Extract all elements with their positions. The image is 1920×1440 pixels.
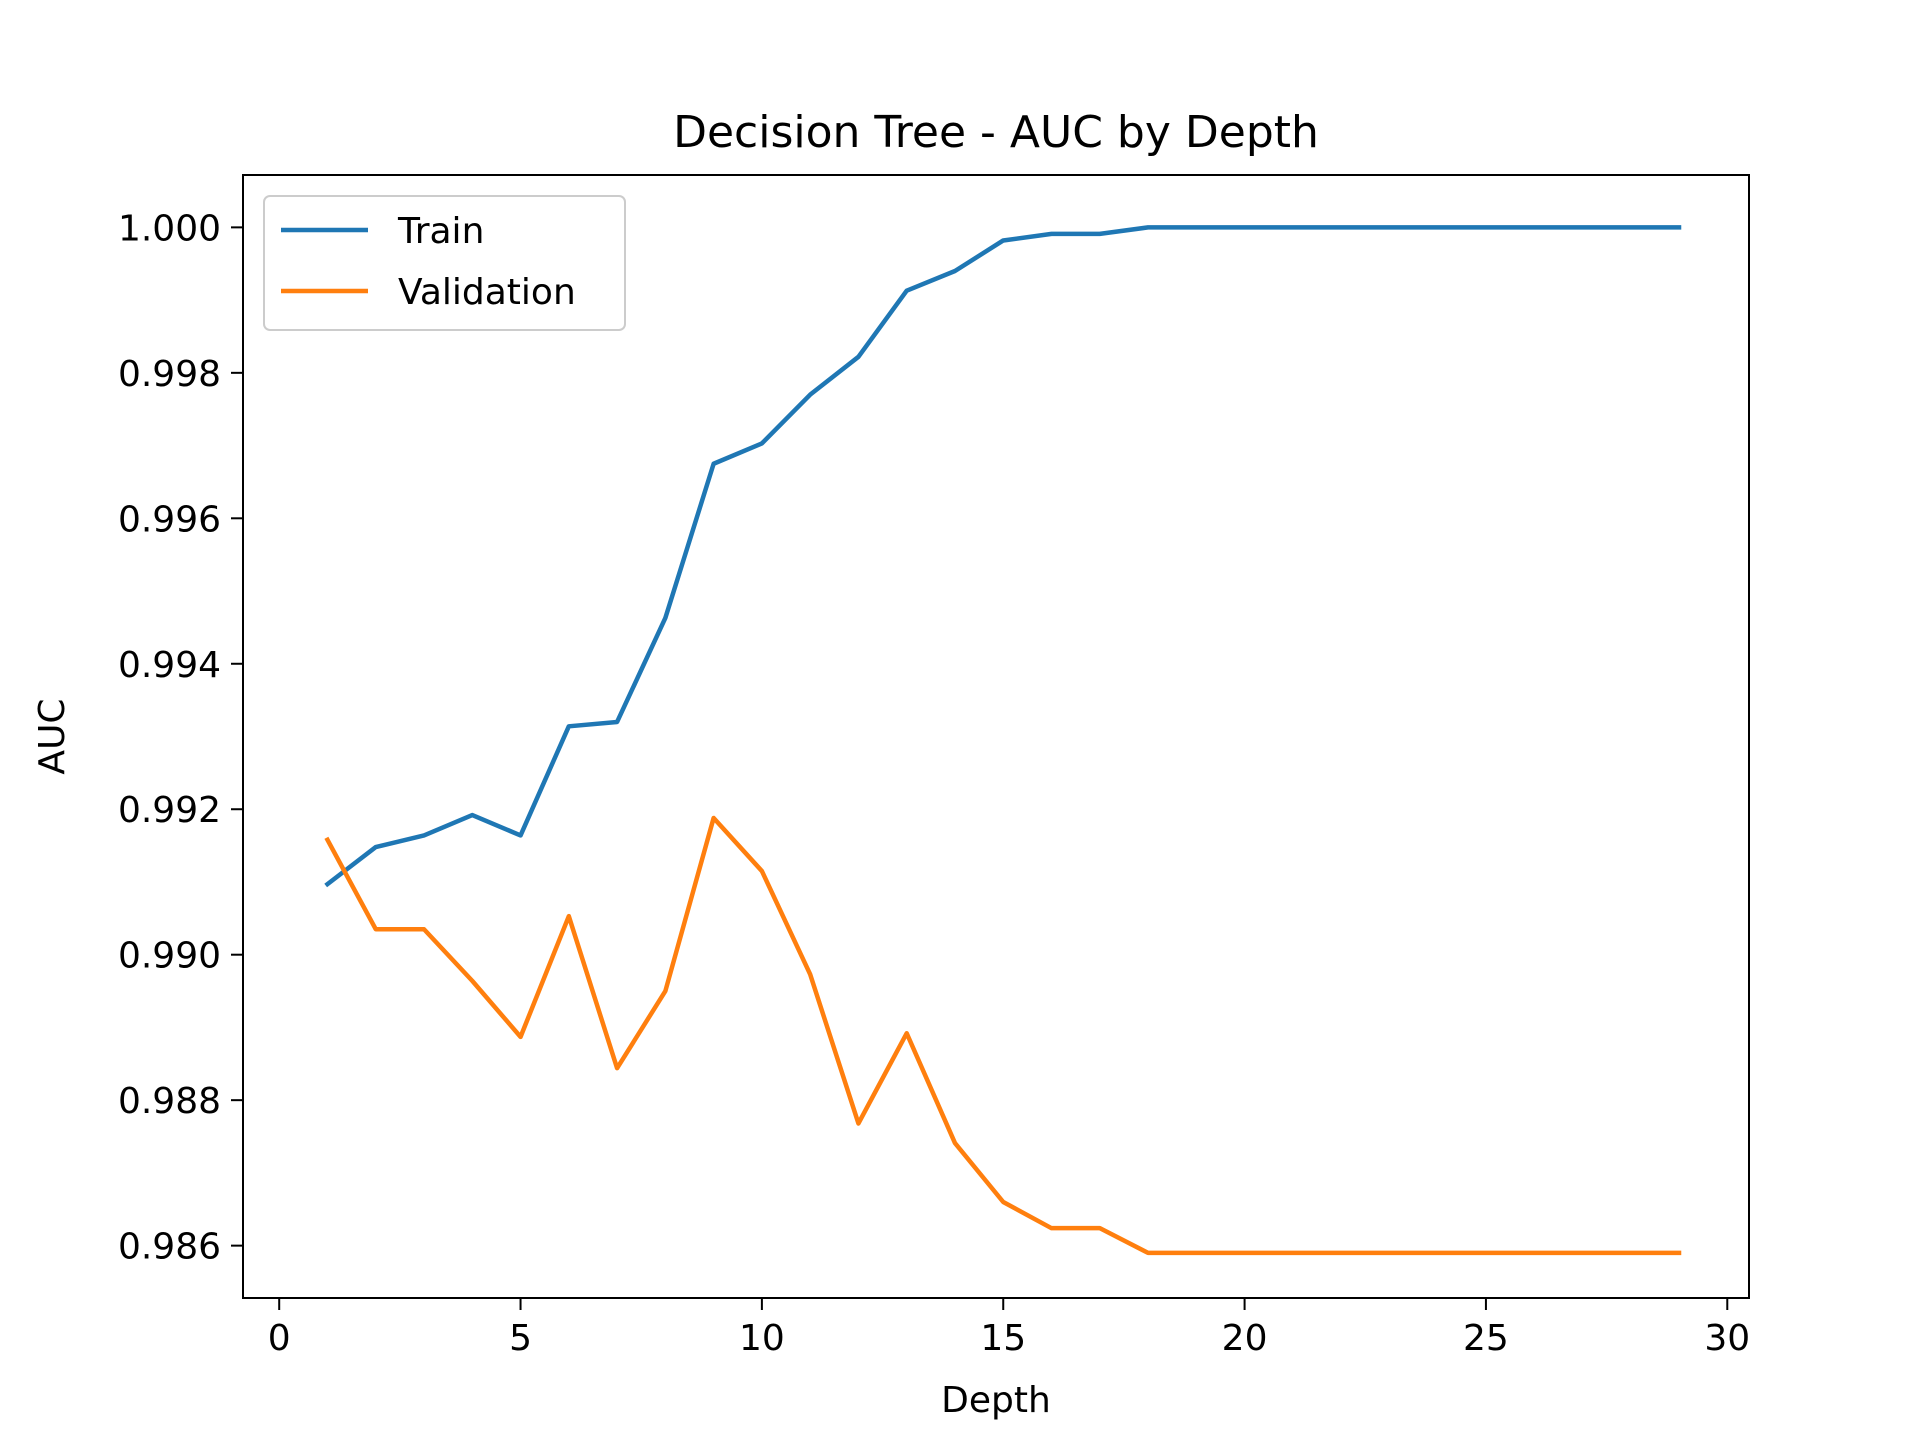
y-tick-label: 1.000 — [118, 208, 221, 249]
series-layer — [324, 225, 1682, 1256]
y-axis: 0.986 0.988 0.990 0.992 0.994 0.996 0.998 1.000 — [118, 208, 243, 1268]
x-tick-label: 5 — [509, 1318, 532, 1359]
x-tick-label: 0 — [268, 1318, 291, 1359]
y-tick-label: 0.996 — [118, 499, 221, 540]
legend-label-validation: Validation — [398, 272, 576, 313]
x-tick-label: 30 — [1704, 1318, 1750, 1359]
y-tick-label: 0.990 — [118, 936, 221, 977]
y-tick-label: 0.998 — [118, 354, 221, 395]
x-axis: 0 5 10 15 20 25 30 — [268, 1298, 1750, 1359]
y-tick-label: 0.986 — [118, 1227, 221, 1268]
chart-title: Decision Tree - AUC by Depth — [673, 107, 1319, 158]
y-tick-label: 0.988 — [118, 1081, 221, 1122]
x-axis-title: Depth — [941, 1380, 1051, 1421]
legend: Train Validation — [263, 195, 626, 331]
x-tick-label: 10 — [739, 1318, 785, 1359]
y-tick-label: 0.994 — [118, 645, 221, 686]
x-tick-label: 20 — [1222, 1318, 1268, 1359]
x-tick-label: 25 — [1463, 1318, 1509, 1359]
legend-label-train: Train — [397, 211, 484, 252]
y-tick-label: 0.992 — [118, 790, 221, 831]
plot-frame — [242, 174, 1750, 1299]
y-axis-title: AUC — [32, 698, 73, 774]
x-tick-label: 15 — [980, 1318, 1026, 1359]
